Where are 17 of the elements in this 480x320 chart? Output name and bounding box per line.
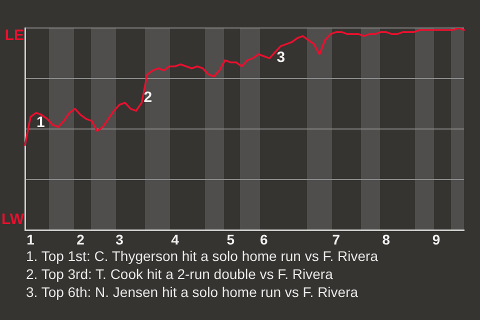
text: 1. Top 1st: C. Thygerson hit a solo home run vs F. Rivera bbox=[26, 247, 379, 265]
x-tick-label: 7 bbox=[332, 231, 340, 248]
text: 2. Top 3rd: T. Cook hit a 2-run double vs F. Rivera bbox=[26, 265, 334, 283]
x-tick-label: 1 bbox=[26, 231, 35, 248]
x-tick-label: 2 bbox=[76, 231, 85, 248]
x-tick-label: 4 bbox=[171, 231, 180, 248]
text: 3. Top 6th: N. Jensen hit a solo home run vs F. Rivera bbox=[26, 283, 360, 301]
annotation: 2 bbox=[144, 89, 152, 106]
x-tick-label: 3 bbox=[116, 231, 124, 248]
annotation: 1 bbox=[36, 114, 45, 132]
x-tick-label: 5 bbox=[226, 231, 235, 248]
text: LW bbox=[2, 211, 25, 228]
text: LE bbox=[4, 27, 24, 44]
x-tick-label: 9 bbox=[432, 231, 440, 248]
annotation: 3 bbox=[276, 49, 286, 66]
x-tick-label: 8 bbox=[382, 231, 390, 248]
x-tick-label: 6 bbox=[260, 231, 268, 248]
